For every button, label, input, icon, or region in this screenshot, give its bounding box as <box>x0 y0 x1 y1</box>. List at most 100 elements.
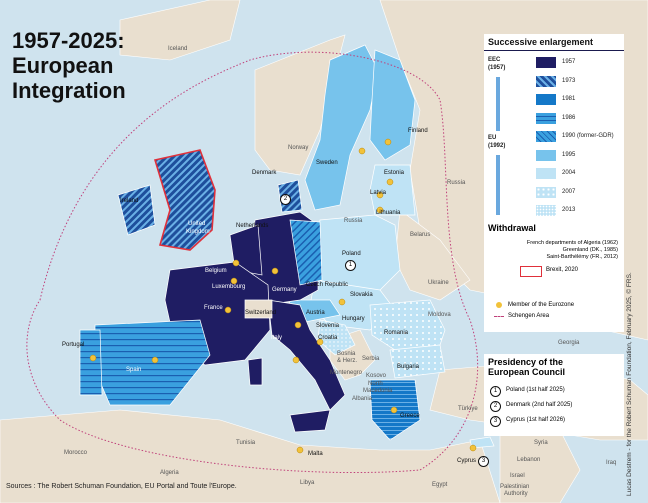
euro-coin-icon <box>496 302 502 308</box>
presidency-heading-1: Presidency of the <box>488 357 564 367</box>
withdrawal-line-1: French departments of Algeria (1962) <box>526 240 618 246</box>
legend-swatch <box>536 149 556 161</box>
label-north-macedonia-2: Macedonia <box>363 388 393 394</box>
legend-entry-label: 1981 <box>562 96 576 102</box>
withdrawal-heading: Withdrawal <box>488 223 536 233</box>
label-moldova: Moldova <box>428 312 451 318</box>
legend-entry-label: 1990 (former-GDR) <box>562 133 614 139</box>
legend-entry-label: 2013 <box>562 207 576 213</box>
label-malta: Malta <box>308 451 323 457</box>
presidency-num-3: 3 <box>490 416 501 427</box>
label-italy: Italy <box>271 335 283 341</box>
title-line-3: Integration <box>12 78 126 103</box>
label-morocco: Morocco <box>64 450 88 456</box>
eurozone-markers <box>89 138 477 454</box>
label-syria: Syria <box>534 440 548 446</box>
legend-entry-label: 2007 <box>562 188 576 195</box>
label-finland: Finland <box>408 128 428 134</box>
legend-entry-label: 1957 <box>562 59 576 65</box>
presidency-item-3: Cyprus (1st half 2026) <box>506 417 566 423</box>
label-croatia: Croatia <box>318 335 338 341</box>
label-serbia: Serbia <box>362 356 380 362</box>
presidency-heading: Presidency of the European Council <box>484 354 624 379</box>
presidency-heading-2: European Council <box>488 367 566 377</box>
label-norway: Norway <box>288 145 309 151</box>
label-tunisia: Tunisia <box>236 440 256 446</box>
label-palestinian-1: Palestinian <box>500 484 530 490</box>
schengen-line-icon <box>494 316 504 317</box>
presidency-num-2: 2 <box>490 401 501 412</box>
label-estonia: Estonia <box>384 170 405 176</box>
label-algeria: Algeria <box>160 470 179 476</box>
legend-presidency: Presidency of the European Council 1 Pola… <box>484 354 624 436</box>
legend-enlargement: Successive enlargement EEC (1957) EU (19… <box>484 34 624 229</box>
label-latvia: Latvia <box>370 190 387 196</box>
label-albania: Albania <box>352 396 373 402</box>
label-hungary: Hungary <box>342 316 365 322</box>
label-cyprus: Cyprus <box>457 458 477 464</box>
legend-entry-label: 1973 <box>562 77 576 84</box>
label-poland: Poland <box>342 251 361 257</box>
eu-year: (1992) <box>488 143 506 149</box>
label-russia: Russia <box>447 180 466 186</box>
schengen-border <box>26 51 479 474</box>
legend-entry-label: 1986 <box>562 114 576 121</box>
label-portugal: Portugal <box>62 342 85 348</box>
label-slovakia: Slovakia <box>350 292 373 298</box>
presidency-marker-cyprus: 3 <box>478 456 489 467</box>
legend-swatch <box>536 75 556 87</box>
label-libya: Libya <box>300 480 315 486</box>
label-iraq: Iraq <box>606 460 617 466</box>
label-belarus: Belarus <box>410 232 431 238</box>
label-egypt: Egypt <box>432 482 448 488</box>
eu-label: EU <box>488 135 497 141</box>
legend-heading: Successive enlargement <box>484 34 624 51</box>
label-bosnia-1: Bosnia <box>337 351 356 357</box>
arrow-down-icon-2 <box>496 155 500 215</box>
label-bosnia-2: & Herz. <box>337 358 358 364</box>
title-line-1: 1957-2025: <box>12 28 125 53</box>
map-title: 1957-2025: European Integration <box>12 28 126 103</box>
credit-note: Lucas Destrem - for the Robert Schuman F… <box>626 272 633 496</box>
label-israel: Israel <box>510 473 525 479</box>
label-spain: Spain <box>126 367 142 373</box>
eu-members <box>79 44 495 449</box>
legend-swatch <box>536 205 556 216</box>
label-sweden: Sweden <box>316 160 338 166</box>
brexit-swatch <box>520 266 542 277</box>
legend-entry-label: 2004 <box>562 170 576 176</box>
label-romania: Romania <box>384 330 409 336</box>
withdrawal-line-2: Greenland (DK., 1985) <box>562 247 618 253</box>
sources-note: Sources : The Robert Schuman Foundation,… <box>6 483 237 490</box>
presidency-item-1: Poland (1st half 2025) <box>506 387 565 393</box>
label-palestinian-2: Authority <box>504 491 528 497</box>
legend-withdrawal: Withdrawal French departments of Algeria… <box>484 220 624 332</box>
label-lithuania: Lithuania <box>376 210 401 216</box>
label-france: France <box>204 305 223 311</box>
label-uk-1: United <box>188 221 206 227</box>
label-georgia: Georgia <box>558 340 580 346</box>
label-germany: Germany <box>272 287 297 293</box>
legend-swatch <box>536 131 556 142</box>
label-slovenia: Slovenia <box>316 323 340 329</box>
label-switzerland: Switzerland <box>245 310 277 316</box>
presidency-num-1: 1 <box>490 386 501 397</box>
presidency-marker-poland: 1 <box>345 260 356 271</box>
label-iceland: Iceland <box>168 46 188 52</box>
presidency-marker-denmark: 2 <box>280 194 291 205</box>
label-uk-2: Kingdom <box>186 229 210 235</box>
label-turkiye: Türkiye <box>458 406 478 412</box>
legend-swatch <box>536 168 556 179</box>
label-montenegro: Montenegro <box>330 370 363 376</box>
label-greece: Greece <box>400 413 420 419</box>
schengen-label: Schengen Area <box>508 313 550 319</box>
label-russia-kaliningrad: Russia <box>344 218 363 224</box>
label-netherlands: Netherlands <box>236 223 269 229</box>
label-austria: Austria <box>306 310 325 316</box>
eurozone-label: Member of the Eurozone <box>508 302 575 308</box>
eec-label: EEC <box>488 57 501 63</box>
label-luxembourg: Luxembourg <box>212 284 246 290</box>
withdrawal-line-3: Saint-Barthélémy (FR., 2012) <box>546 254 618 260</box>
label-north-macedonia-1: North <box>368 381 383 387</box>
